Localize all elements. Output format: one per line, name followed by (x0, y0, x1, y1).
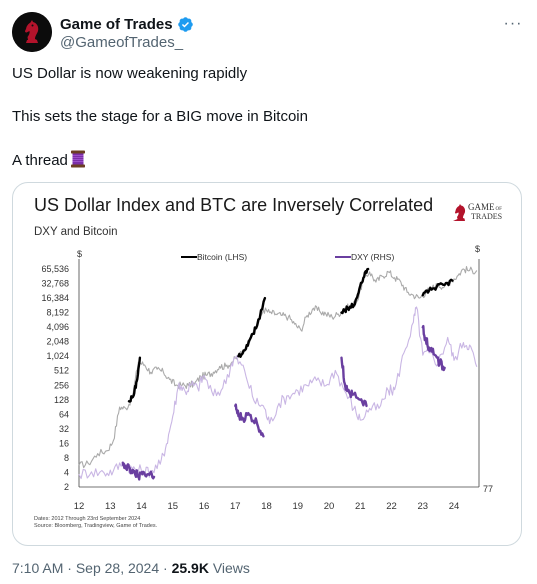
brand-line1-small: OF (496, 207, 503, 212)
x-tick-label: 18 (261, 501, 272, 512)
left-tick-label: 128 (54, 395, 69, 405)
tweet-line-1: US Dollar is now weakening rapidly (12, 65, 248, 82)
chart-subtitle: DXY and Bitcoin (34, 226, 118, 238)
chart-image[interactable]: US Dollar Index and BTC are Inversely Co… (12, 182, 522, 546)
chess-knight-icon (12, 12, 52, 52)
chart: US Dollar Index and BTC are Inversely Co… (34, 195, 502, 529)
dxy-series-line (78, 306, 478, 480)
tweet-line-2: This sets the stage for a BIG move in Bi… (12, 108, 308, 125)
tweet-line-3-text: A thread (12, 152, 68, 169)
left-tick-label: 16,384 (41, 293, 69, 303)
bitcoin-series-line (78, 265, 478, 469)
brand-line1: GAME (468, 202, 495, 212)
x-tick-label: 15 (167, 501, 178, 512)
tweet-line-3: A thread (12, 150, 86, 171)
x-tick-label: 23 (417, 501, 428, 512)
bitcoin-highlight-segment (340, 267, 370, 315)
meta-separator: · (163, 560, 168, 576)
x-tick-label: 24 (449, 501, 460, 512)
left-tick-label: 1,024 (46, 351, 69, 361)
bitcoin-highlight-segment (127, 356, 142, 403)
left-tick-label: 64 (59, 409, 69, 419)
left-tick-label: 8 (64, 453, 69, 463)
highlight-layer (121, 267, 454, 481)
dxy-highlight-segment (121, 461, 156, 481)
chart-title: US Dollar Index and BTC are Inversely Co… (34, 195, 433, 215)
left-tick-label: 8,192 (46, 308, 69, 318)
legend: Bitcoin (LHS) DXY (RHS) (181, 252, 394, 262)
meta-separator: · (67, 560, 72, 576)
dxy-highlight-segment (421, 324, 446, 372)
name-line: Game of Trades (60, 14, 194, 34)
handle[interactable]: @GameofTrades_ (60, 34, 184, 51)
brand-logo: GAMEOF TRADES (453, 202, 502, 221)
dxy-highlight-segment (340, 356, 368, 408)
x-tick-label: 20 (324, 501, 335, 512)
views-count[interactable]: 25.9K (171, 560, 209, 576)
left-axis-unit: $ (77, 249, 82, 259)
dxy-highlight-segment (234, 403, 265, 438)
left-axis-ticks: 65,536 32,768 16,384 8,192 4,096 2,048 1,024 51… (41, 264, 69, 492)
series-layer (78, 265, 478, 480)
left-tick-label: 32,768 (41, 279, 69, 289)
left-tick-label: 2,048 (46, 337, 69, 347)
x-tick-label: 14 (136, 501, 147, 512)
x-tick-label: 21 (355, 501, 366, 512)
legend-bitcoin: Bitcoin (LHS) (197, 252, 247, 262)
left-tick-label: 256 (54, 380, 69, 390)
bitcoin-highlight-segment (421, 278, 454, 297)
spool-of-thread-icon (70, 150, 85, 168)
x-axis-ticks: 12 13 14 15 16 17 18 19 20 21 22 23 24 (74, 501, 460, 512)
tweet-header: Game of Trades @GameofTrades_ ··· (12, 12, 525, 56)
display-name[interactable]: Game of Trades (60, 15, 173, 33)
x-tick-label: 12 (74, 501, 85, 512)
svg-text:GAMEOF: GAMEOF (468, 202, 502, 212)
views-label: Views (212, 560, 250, 576)
left-tick-label: 4 (64, 467, 69, 477)
left-tick-label: 16 (59, 438, 69, 448)
left-tick-label: 2 (64, 482, 69, 492)
x-tick-label: 19 (292, 501, 303, 512)
bitcoin-highlight-segment (237, 296, 267, 358)
footnote-source: Source: Bloomberg, Tradingview, Game of … (34, 523, 158, 529)
tweet-date[interactable]: Sep 28, 2024 (75, 560, 160, 576)
x-tick-label: 16 (199, 501, 210, 512)
avatar[interactable] (12, 12, 52, 52)
verified-badge-icon (177, 16, 193, 32)
x-tick-label: 13 (105, 501, 116, 512)
brand-line2: TRADES (471, 212, 502, 221)
left-tick-label: 65,536 (41, 264, 69, 274)
tweet-meta: 7:10 AM · Sep 28, 2024 · 25.9K Views (12, 560, 250, 576)
x-tick-label: 17 (230, 501, 241, 512)
footnote-dates: Dates: 2012 Through 23rd September 2024 (34, 516, 140, 522)
right-axis-unit: $ (475, 244, 480, 254)
right-axis-tick: 77 (483, 484, 493, 494)
x-tick-label: 22 (386, 501, 397, 512)
left-tick-label: 512 (54, 366, 69, 376)
tweet-time[interactable]: 7:10 AM (12, 560, 64, 576)
legend-dxy: DXY (RHS) (351, 252, 394, 262)
chess-knight-logo-icon (453, 204, 466, 221)
left-tick-label: 4,096 (46, 322, 69, 332)
left-tick-label: 32 (59, 424, 69, 434)
more-horizontal-icon: ··· (503, 15, 523, 32)
more-button[interactable]: ··· (501, 14, 525, 34)
